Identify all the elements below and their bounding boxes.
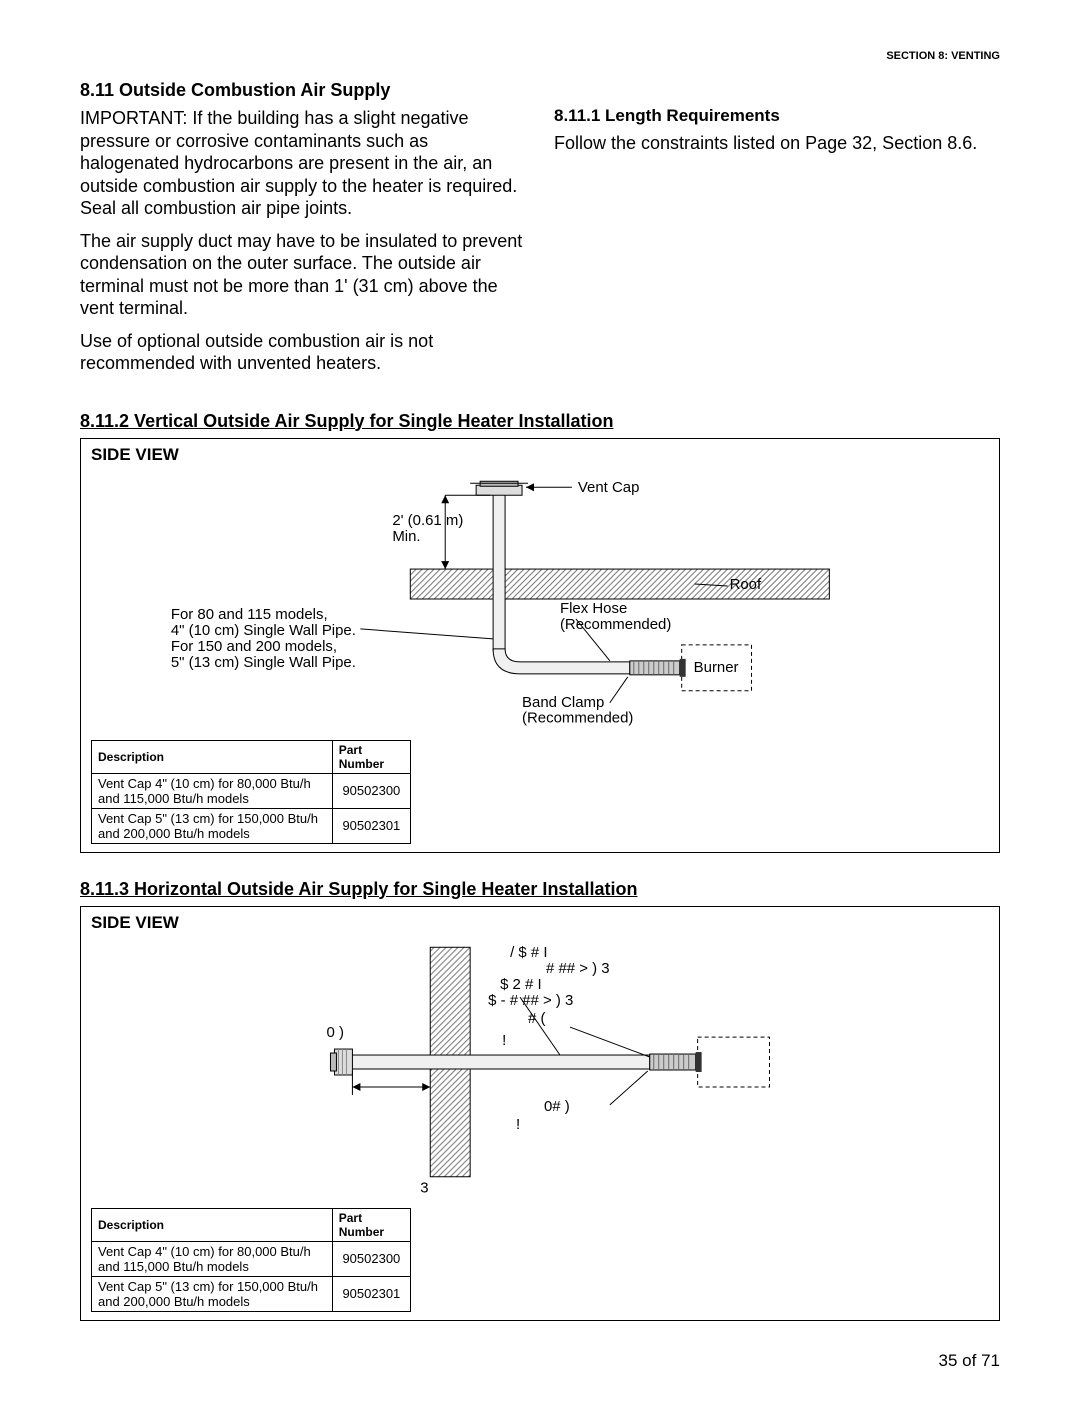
cell-desc: Vent Cap 4" (10 cm) for 80,000 Btu/h and… (92, 773, 333, 808)
heading-8-11-1: 8.11.1 Length Requirements (554, 106, 1000, 126)
heading-8-11-3: 8.11.3 Horizontal Outside Air Supply for… (80, 879, 1000, 900)
band-1: Band Clamp (522, 693, 604, 710)
figure-8-11-3: SIDE VIEW 3 (80, 906, 1000, 1321)
cell-pn: 90502300 (332, 1241, 410, 1276)
page-number: 35 of 71 (80, 1351, 1000, 1371)
bc1: 0# ) (544, 1097, 570, 1114)
pnC: $ 2 # I (500, 976, 542, 993)
table-row: Vent Cap 4" (10 cm) for 80,000 Btu/h and… (92, 1241, 411, 1276)
pn3: For 150 and 200 models, (171, 637, 337, 654)
side-view-label-2: SIDE VIEW (91, 913, 989, 933)
para-1: IMPORTANT: If the building has a slight … (80, 107, 526, 220)
pn1: For 80 and 115 models, (171, 605, 328, 622)
vertical-diagram: Roof Vent Cap 2' (0.61 m) Min. (91, 469, 989, 734)
para-3: Use of optional outside combustion air i… (80, 330, 526, 375)
parts-table-1: Description Part Number Vent Cap 4" (10 … (91, 740, 411, 844)
col-pn: Part Number (332, 1208, 410, 1241)
table-row: Vent Cap 4" (10 cm) for 80,000 Btu/h and… (92, 773, 411, 808)
heading-8-11-2: 8.11.2 Vertical Outside Air Supply for S… (80, 411, 1000, 432)
side-view-label: SIDE VIEW (91, 445, 989, 465)
cell-desc: Vent Cap 5" (13 cm) for 150,000 Btu/h an… (92, 1276, 333, 1311)
col-pn: Part Number (332, 740, 410, 773)
vertical-svg: Roof Vent Cap 2' (0.61 m) Min. (91, 469, 989, 729)
min-dim-1: 2' (0.61 m) (392, 512, 463, 529)
right-column: 8.11.1 Length Requirements Follow the co… (554, 80, 1000, 385)
two-column-text: 8.11 Outside Combustion Air Supply IMPOR… (80, 80, 1000, 385)
cell-pn: 90502301 (332, 808, 410, 843)
wall-lbl: 3 (420, 1179, 428, 1196)
cell-desc: Vent Cap 5" (13 cm) for 150,000 Btu/h an… (92, 808, 333, 843)
col-desc: Description (92, 1208, 333, 1241)
table-row: Vent Cap 5" (13 cm) for 150,000 Btu/h an… (92, 808, 411, 843)
section-label: SECTION 8: VENTING (886, 50, 1000, 62)
left-column: 8.11 Outside Combustion Air Supply IMPOR… (80, 80, 526, 385)
figure-8-11-2: SIDE VIEW Roof Vent Ca (80, 438, 1000, 853)
para-8111: Follow the constraints listed on Page 32… (554, 132, 1000, 155)
pnA: / $ # I (510, 944, 547, 961)
dim-0: 0 ) (326, 1024, 343, 1041)
parts-table-2: Description Part Number Vent Cap 4" (10 … (91, 1208, 411, 1312)
roof-label: Roof (730, 576, 762, 593)
flex-2: (Recommended) (560, 615, 671, 632)
pnD: $ - # ## > ) 3 (488, 992, 573, 1009)
cell-pn: 90502301 (332, 1276, 410, 1311)
min-dim-2: Min. (392, 528, 420, 545)
cell-pn: 90502300 (332, 773, 410, 808)
pn4: 5" (13 cm) Single Wall Pipe. (171, 653, 356, 670)
burner-label: Burner (694, 658, 739, 675)
bc2: ! (516, 1115, 520, 1132)
horizontal-svg: 3 0 (91, 937, 989, 1197)
pn2: 4" (10 cm) Single Wall Pipe. (171, 621, 356, 638)
flx2: ! (502, 1032, 506, 1049)
flx1: # ( (528, 1010, 545, 1027)
cell-desc: Vent Cap 4" (10 cm) for 80,000 Btu/h and… (92, 1241, 333, 1276)
col-desc: Description (92, 740, 333, 773)
band-2: (Recommended) (522, 709, 633, 726)
table-row: Vent Cap 5" (13 cm) for 150,000 Btu/h an… (92, 1276, 411, 1311)
vent-cap-label: Vent Cap (578, 479, 640, 496)
flex-1: Flex Hose (560, 599, 627, 616)
pnB: # ## > ) 3 (546, 960, 610, 977)
heading-8-11: 8.11 Outside Combustion Air Supply (80, 80, 526, 101)
page-header: SECTION 8: VENTING (80, 50, 1000, 62)
horizontal-diagram: 3 0 (91, 937, 989, 1202)
para-2: The air supply duct may have to be insul… (80, 230, 526, 320)
